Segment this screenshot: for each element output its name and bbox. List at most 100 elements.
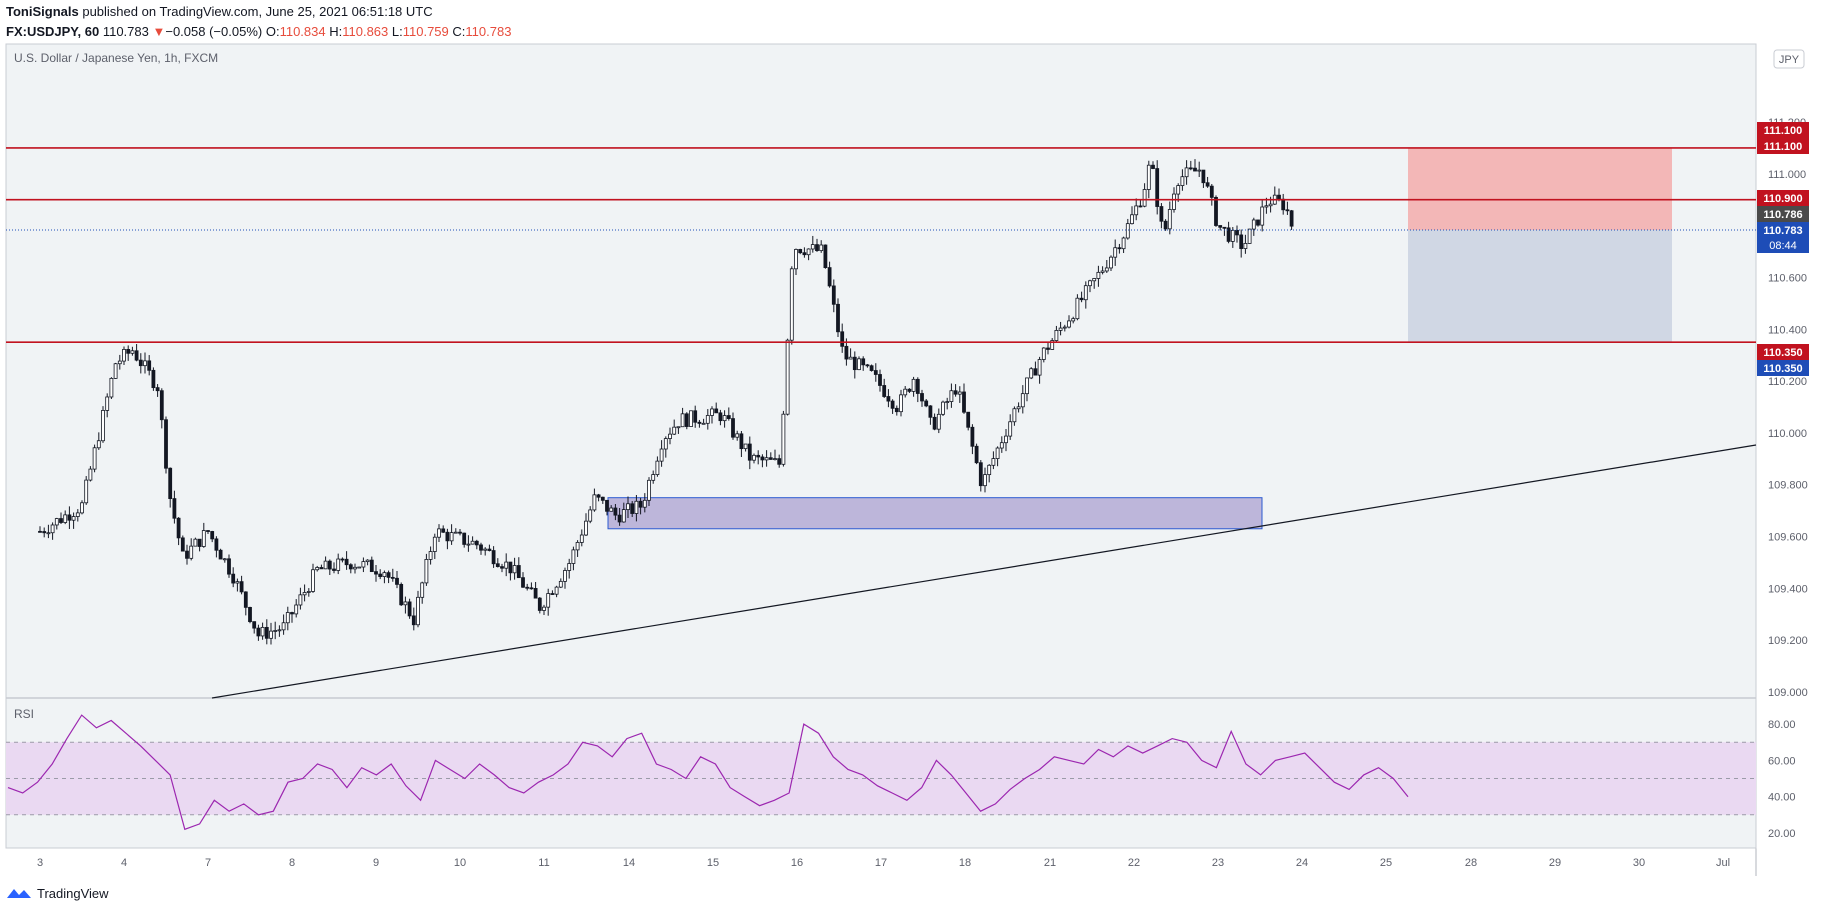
candle-body: [869, 365, 874, 371]
symbol-label[interactable]: FX:USDJPY, 60: [6, 24, 100, 39]
price-tick-label[interactable]: 109.600: [1768, 532, 1808, 544]
candle-body: [399, 583, 404, 606]
candle-body: [407, 601, 412, 617]
candle-body: [1180, 176, 1185, 186]
candle-body: [852, 356, 857, 371]
time-tick-label[interactable]: 3: [37, 857, 43, 869]
time-tick-label[interactable]: 21: [1044, 857, 1056, 869]
candle-body: [999, 442, 1004, 449]
candle-body: [273, 630, 278, 632]
candle-body: [105, 396, 110, 411]
price-tick-label[interactable]: 109.800: [1768, 480, 1808, 492]
candle-body: [197, 538, 202, 547]
candle-body: [147, 360, 152, 371]
stop-loss-zone[interactable]: [1408, 147, 1672, 231]
rsi-tick-label: 20.00: [1768, 828, 1796, 840]
trendline-layer[interactable]: [211, 444, 1757, 699]
time-tick-label[interactable]: 28: [1465, 857, 1477, 869]
time-tick-label[interactable]: 10: [454, 857, 466, 869]
candle-body: [609, 507, 614, 512]
time-tick-label[interactable]: 7: [205, 857, 211, 869]
price-tick-label[interactable]: 111.000: [1768, 169, 1806, 181]
time-tick-label[interactable]: 18: [959, 857, 971, 869]
time-tick-label[interactable]: 4: [121, 857, 127, 869]
demand-zone-box[interactable]: [607, 497, 1263, 530]
price-tick-label[interactable]: 110.400: [1768, 324, 1807, 336]
candle-body: [781, 413, 786, 465]
tradingview-footer[interactable]: TradingView: [6, 882, 109, 904]
time-tick-label[interactable]: 15: [707, 857, 719, 869]
candle-body: [932, 416, 937, 430]
time-tick-label[interactable]: 14: [623, 857, 635, 869]
price-tick-label[interactable]: 109.000: [1768, 687, 1808, 699]
candle-body: [794, 249, 798, 270]
candle-body: [1218, 225, 1223, 228]
ascending-trendline[interactable]: [211, 444, 1757, 699]
candle-body: [1113, 247, 1118, 258]
price-axis[interactable]: 111.200111.000110.800110.600110.400110.2…: [1768, 117, 1808, 699]
candle-body: [823, 244, 828, 269]
candle-body: [348, 564, 353, 570]
time-tick-label[interactable]: 16: [791, 857, 803, 869]
candle-body: [554, 586, 559, 595]
candle-body: [1054, 330, 1059, 341]
author-name[interactable]: ToniSignals: [6, 4, 79, 19]
candle-body: [449, 532, 454, 542]
published-text: published on TradingView.com, June 25, 2…: [82, 4, 433, 19]
candle-body: [319, 567, 324, 570]
take-profit-zone[interactable]: [1408, 230, 1672, 343]
time-tick-label[interactable]: 30: [1633, 857, 1645, 869]
candle-body: [1075, 297, 1080, 320]
time-tick-label[interactable]: Jul: [1716, 857, 1730, 869]
candle-body: [1188, 167, 1193, 170]
levels-layer[interactable]: [6, 147, 1756, 344]
time-tick-label[interactable]: 9: [373, 857, 379, 869]
candle-body: [180, 537, 185, 552]
time-tick-label[interactable]: 8: [289, 857, 295, 869]
candle-body: [306, 591, 311, 593]
candle-body: [416, 596, 420, 626]
candle-body: [193, 538, 198, 547]
candle-body: [974, 445, 979, 464]
chart-frame[interactable]: U.S. Dollar / Japanese Yen, 1h, FXCM JPY…: [0, 42, 1828, 876]
candle-body: [1155, 168, 1160, 207]
price-tick-label[interactable]: 109.400: [1768, 583, 1808, 595]
candle-body: [760, 456, 765, 461]
candle-body: [962, 391, 966, 413]
rsi-tick-label: 80.00: [1768, 719, 1796, 731]
price-tick-label[interactable]: 109.200: [1768, 635, 1808, 647]
time-tick-label[interactable]: 23: [1212, 857, 1224, 869]
candle-body: [201, 530, 206, 547]
time-tick-label[interactable]: 11: [538, 857, 549, 869]
countdown-label: 08:44: [1769, 240, 1797, 252]
time-tick-label[interactable]: 17: [875, 857, 887, 869]
open-value: 110.834: [279, 24, 326, 39]
candle-body: [138, 359, 143, 367]
time-tick-label[interactable]: 25: [1380, 857, 1392, 869]
candle-body: [1117, 247, 1122, 250]
candle-body: [445, 531, 450, 542]
candle-body: [428, 551, 433, 560]
tradingview-logo-icon: [7, 889, 31, 898]
price-tag-label: 110.350: [1763, 347, 1802, 359]
candle-body: [550, 593, 555, 595]
time-tick-label[interactable]: 24: [1296, 857, 1308, 869]
candle-body: [143, 360, 147, 367]
candle-body: [575, 542, 580, 551]
price-tick-label[interactable]: 110.000: [1768, 428, 1807, 440]
candle-body: [1197, 169, 1202, 172]
time-tick-label[interactable]: 22: [1128, 857, 1140, 869]
candle-body: [634, 500, 639, 514]
price-tick-label[interactable]: 110.200: [1768, 376, 1807, 388]
candle-body: [386, 572, 391, 578]
candle-body: [88, 468, 93, 481]
candle-body: [369, 559, 374, 573]
candle-body: [718, 412, 723, 422]
price-tick-label[interactable]: 110.600: [1768, 272, 1807, 284]
currency-badge-box[interactable]: [1773, 49, 1805, 69]
currency-badge: JPY: [1779, 54, 1800, 66]
price-chart[interactable]: U.S. Dollar / Japanese Yen, 1h, FXCM JPY…: [0, 42, 1828, 876]
time-tick-label[interactable]: 29: [1549, 857, 1561, 869]
price-tag: [1757, 222, 1809, 238]
time-axis[interactable]: 3 4 7 8 9 10 11 14 15 16 17 18 21 22 23 24 25 28 29 30 Jul: [37, 857, 1730, 869]
